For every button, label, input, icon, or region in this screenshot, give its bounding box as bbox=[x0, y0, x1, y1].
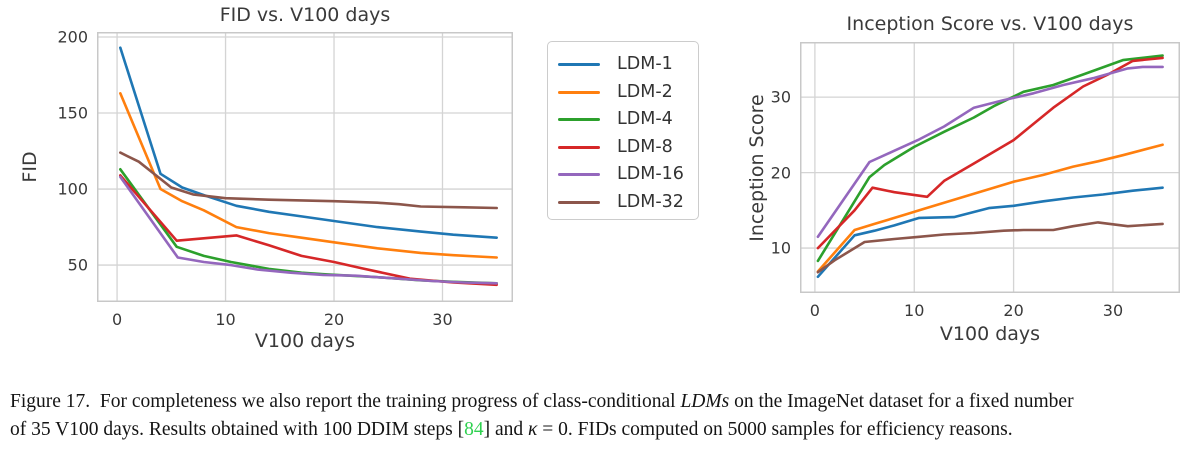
legend-entry-ldm-8: LDM-8 bbox=[558, 134, 698, 162]
legend-entry-ldm-32: LDM-32 bbox=[558, 189, 698, 217]
series-line-LDM-8 bbox=[118, 174, 499, 287]
x-tick-label: 0 bbox=[111, 310, 123, 329]
y-tick-label: 30 bbox=[770, 87, 791, 107]
x-tick-label: 10 bbox=[215, 310, 236, 329]
caption-text: ] and bbox=[483, 418, 528, 440]
legend-line-swatch bbox=[558, 63, 600, 67]
plot-frame bbox=[97, 32, 513, 302]
legend-label: LDM-8 bbox=[617, 136, 673, 157]
legend-label: LDM-2 bbox=[617, 81, 673, 102]
y-tick-label: 20 bbox=[770, 163, 791, 183]
caption-text: κ bbox=[527, 418, 538, 440]
y-tick-label: 200 bbox=[57, 27, 88, 47]
y-tick-label: 10 bbox=[770, 238, 791, 258]
legend-line-swatch bbox=[558, 200, 600, 204]
series-line-LDM-1 bbox=[118, 46, 499, 239]
series-line-LDM-16 bbox=[118, 175, 499, 285]
series-line-LDM-2 bbox=[816, 143, 1164, 273]
left-x-axis-label: V100 days bbox=[254, 330, 356, 352]
legend-line-swatch bbox=[558, 145, 600, 149]
legend-entry-ldm-4: LDM-4 bbox=[558, 106, 698, 134]
legend-label: LDM-16 bbox=[617, 164, 684, 184]
inception-score-chart-plot-area: 0 10 20 30 10 20 30 bbox=[771, 42, 1180, 320]
legend-line-swatch bbox=[558, 118, 600, 122]
series-line-LDM-4 bbox=[816, 54, 1164, 263]
caption-text: of 35 V100 days. Results obtained with 1… bbox=[10, 418, 465, 440]
right-chart-title: Inception Score vs. V100 days bbox=[846, 13, 1134, 35]
caption-line: of 35 V100 days. Results obtained with 1… bbox=[10, 416, 1196, 444]
series-line-LDM-2 bbox=[118, 91, 499, 259]
series-line-LDM-8 bbox=[816, 56, 1164, 250]
left-chart-title: FID vs. V100 days bbox=[219, 4, 391, 26]
legend-box: LDM-1 LDM-2 LDM-4 LDM-8 LDM-16 LDM-32 bbox=[547, 41, 699, 220]
legend-label: LDM-4 bbox=[617, 109, 673, 129]
caption-text: = 0. FIDs computed on 5000 samples for e… bbox=[537, 418, 1013, 440]
legend-entry-ldm-1: LDM-1 bbox=[558, 51, 698, 79]
right-x-axis-label: V100 days bbox=[939, 323, 1041, 345]
caption-text: LDMs bbox=[680, 391, 730, 412]
figure-caption: Figure 17. For completeness we also repo… bbox=[10, 388, 1196, 443]
legend-entry-ldm-16: LDM-16 bbox=[558, 161, 698, 189]
y-tick-label: 50 bbox=[67, 255, 88, 275]
x-tick-label: 10 bbox=[904, 301, 925, 320]
x-tick-label: 30 bbox=[432, 310, 453, 329]
caption-text: on the ImageNet dataset for a fixed numb… bbox=[729, 391, 1074, 412]
legend-entry-ldm-2: LDM-2 bbox=[558, 79, 698, 107]
plot-frame bbox=[800, 42, 1180, 293]
inception-score-vs-v100-days-svg bbox=[800, 42, 1180, 293]
series-line-LDM-32 bbox=[816, 221, 1164, 274]
caption-text: Figure 17. For completeness we also repo… bbox=[10, 391, 681, 412]
legend-line-swatch bbox=[558, 173, 600, 177]
x-tick-label: 0 bbox=[809, 301, 820, 320]
fid-vs-v100-days-svg bbox=[97, 32, 513, 302]
legend-line-swatch bbox=[558, 90, 600, 94]
fid-chart-plot-area: 0 10 20 30 50 100 150 200 bbox=[57, 28, 513, 329]
y-tick-label: 150 bbox=[57, 103, 88, 123]
left-y-axis-label: FID bbox=[19, 151, 41, 183]
citation-link[interactable]: 84 bbox=[464, 418, 484, 440]
x-tick-label: 20 bbox=[1003, 301, 1024, 320]
legend-label: LDM-1 bbox=[617, 54, 673, 74]
series-line-LDM-16 bbox=[816, 65, 1164, 239]
series-line-LDM-1 bbox=[816, 186, 1164, 279]
series-line-LDM-4 bbox=[118, 168, 499, 285]
legend-label: LDM-32 bbox=[617, 191, 684, 212]
x-tick-label: 30 bbox=[1102, 301, 1124, 320]
y-tick-label: 100 bbox=[57, 179, 88, 199]
right-y-axis-label: Inception Score bbox=[746, 94, 768, 242]
caption-line: Figure 17. For completeness we also repo… bbox=[10, 388, 1196, 416]
x-tick-label: 20 bbox=[323, 310, 345, 329]
series-line-LDM-32 bbox=[118, 151, 499, 210]
